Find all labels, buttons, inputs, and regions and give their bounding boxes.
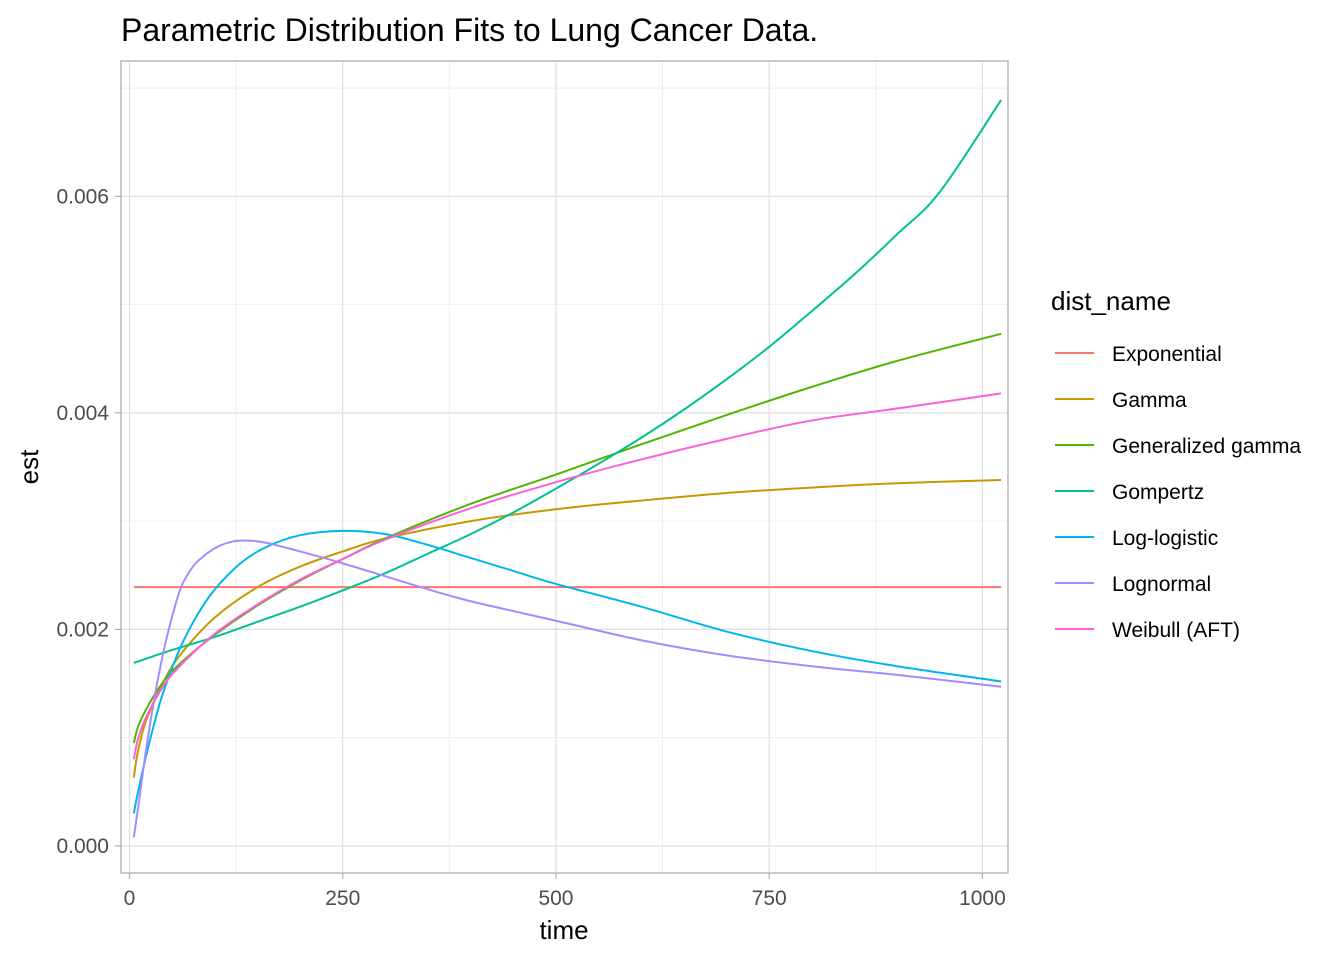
series-line-log-logistic xyxy=(132,529,1002,814)
y-tick-label: 0.006 xyxy=(56,185,109,208)
gridlines xyxy=(121,61,1008,873)
legend-item-log-logistic: Log-logistic xyxy=(1055,527,1218,550)
legend-label: Gamma xyxy=(1112,389,1187,412)
x-tick-label: 1000 xyxy=(959,887,1006,910)
legend-label: Log-logistic xyxy=(1112,527,1218,550)
legend-item-exponential: Exponential xyxy=(1055,343,1222,366)
legend-label: Weibull (AFT) xyxy=(1112,619,1240,642)
legend-item-gamma: Gamma xyxy=(1055,389,1187,412)
series-line-generalized-gamma xyxy=(132,332,1002,744)
y-tick-label: 0.004 xyxy=(56,402,109,425)
legend: dist_name Exponential Gamma Generalized ga… xyxy=(1051,286,1301,642)
series-line-weibull-aft xyxy=(132,392,1002,760)
legend-items: Exponential Gamma Generalized gamma Gompert… xyxy=(1055,343,1301,642)
legend-item-lognormal: Lognormal xyxy=(1055,573,1211,596)
legend-label: Generalized gamma xyxy=(1112,435,1301,458)
chart-title: Parametric Distribution Fits to Lung Can… xyxy=(121,12,818,48)
y-axis-title: est xyxy=(14,449,44,484)
series-line-gompertz xyxy=(133,99,1003,664)
legend-item-weibull-aft: Weibull (AFT) xyxy=(1055,619,1240,642)
y-tick-label: 0.002 xyxy=(56,618,109,641)
y-axis: 0.000 0.002 0.004 0.006 xyxy=(56,185,121,858)
legend-item-gompertz: Gompertz xyxy=(1055,481,1204,504)
series-lines xyxy=(132,99,1003,838)
legend-label: Exponential xyxy=(1112,343,1222,366)
x-tick-label: 500 xyxy=(538,887,573,910)
plot-panel-border xyxy=(120,60,1009,874)
x-tick-label: 0 xyxy=(124,887,136,910)
x-axis-title: time xyxy=(539,915,588,945)
x-axis: 0 250 500 750 1000 xyxy=(124,873,1006,910)
x-tick-label: 750 xyxy=(752,887,787,910)
series-line-lognormal xyxy=(132,539,1002,838)
y-tick-label: 0.000 xyxy=(56,835,109,858)
legend-item-generalized-gamma: Generalized gamma xyxy=(1055,435,1301,458)
legend-title: dist_name xyxy=(1051,286,1171,316)
legend-label: Gompertz xyxy=(1112,481,1204,504)
x-tick-label: 250 xyxy=(325,887,360,910)
legend-label: Lognormal xyxy=(1112,573,1211,596)
